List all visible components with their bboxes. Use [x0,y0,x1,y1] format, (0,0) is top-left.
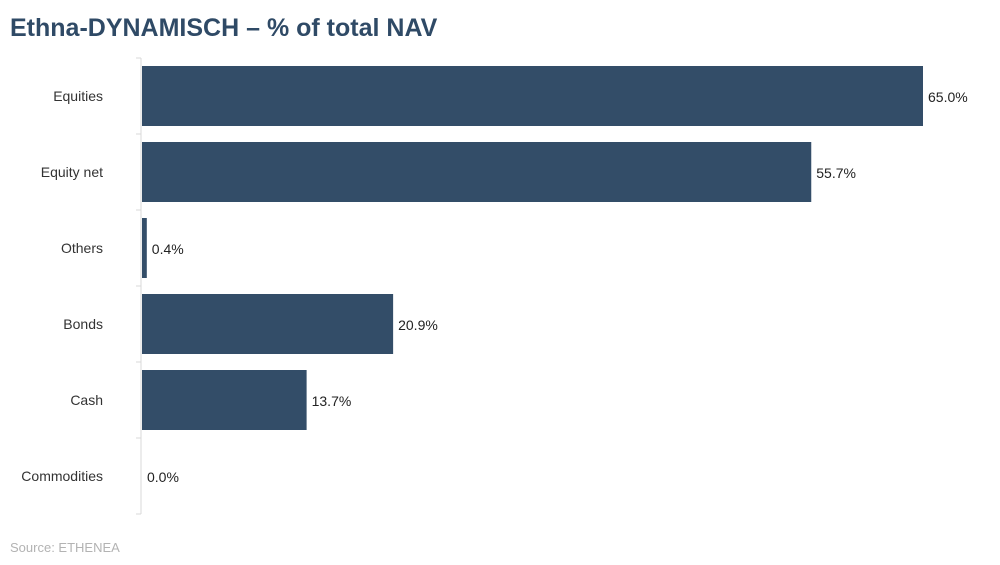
category-label: Commodities [21,468,103,484]
category-label: Others [61,240,103,256]
bar-equities [142,66,923,126]
value-label: 0.0% [147,469,179,485]
source-note: Source: ETHENEA [10,540,120,555]
bars-group [142,66,923,430]
value-label: 20.9% [398,317,438,333]
category-label: Equity net [41,164,103,180]
category-labels: Equities Equity net Others Bonds Cash Commodi… [21,88,103,484]
bar-equity-net [142,142,812,202]
value-label: 13.7% [312,393,352,409]
value-labels: 65.0% 55.7% 0.4% 20.9% 13.7% 0.0% [147,89,968,485]
category-label: Equities [53,88,103,104]
bar-others [142,218,147,278]
y-axis-ticks [136,57,141,515]
category-label: Cash [70,392,103,408]
bar-bonds [142,294,394,354]
chart-title: Ethna-DYNAMISCH – % of total NAV [10,14,438,42]
value-label: 65.0% [928,89,968,105]
value-label: 55.7% [816,165,856,181]
bar-cash [142,370,307,430]
value-label: 0.4% [152,241,184,257]
category-label: Bonds [63,316,103,332]
